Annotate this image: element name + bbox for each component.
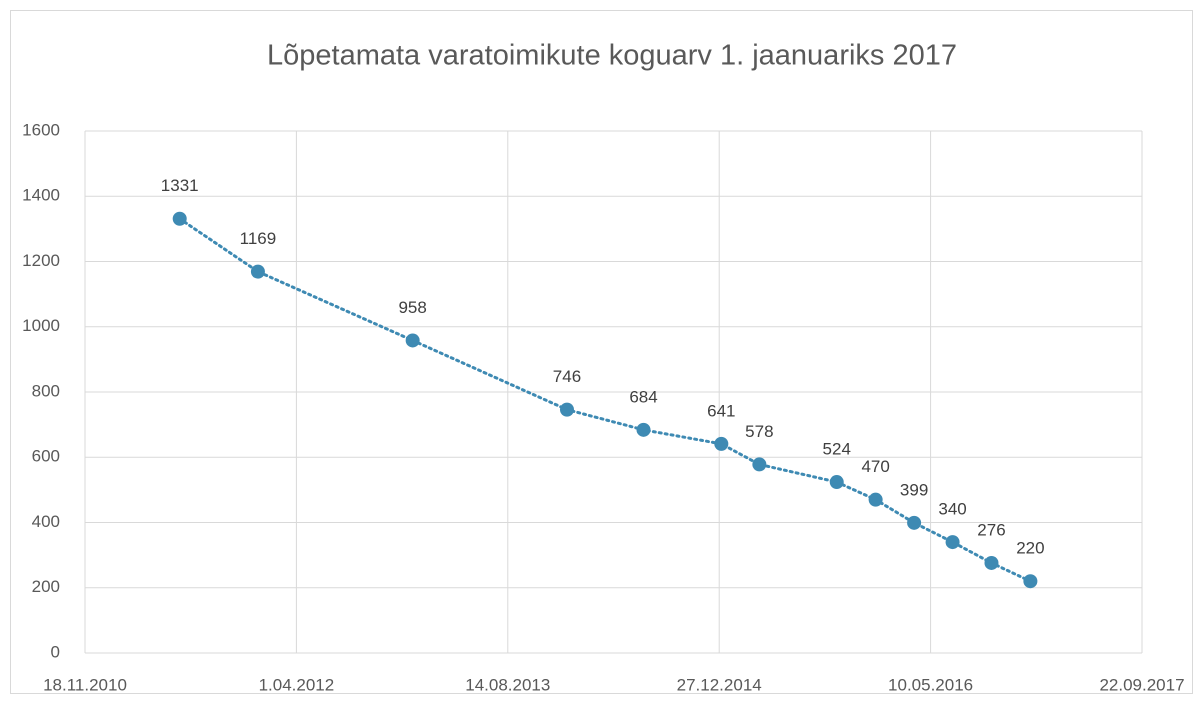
x-tick-label: 10.05.2016 bbox=[888, 675, 973, 694]
x-tick-label: 22.09.2017 bbox=[1099, 675, 1184, 694]
data-label: 470 bbox=[861, 457, 889, 476]
y-tick-label: 1400 bbox=[22, 186, 60, 205]
point bbox=[907, 515, 922, 530]
point bbox=[868, 492, 883, 507]
data-label: 524 bbox=[823, 440, 851, 459]
point bbox=[984, 555, 999, 570]
chart-title: Lõpetamata varatoimikute koguarv 1. jaan… bbox=[267, 40, 957, 72]
chart-border bbox=[10, 10, 1193, 694]
point bbox=[752, 457, 767, 472]
point bbox=[172, 211, 187, 226]
x-tick-label: 14.08.2013 bbox=[465, 675, 550, 694]
x-tick-label: 1.04.2012 bbox=[259, 675, 335, 694]
point bbox=[1023, 574, 1038, 589]
data-label: 220 bbox=[1016, 539, 1044, 558]
point bbox=[714, 436, 729, 451]
y-tick-label: 600 bbox=[32, 447, 60, 466]
y-tick-label: 1600 bbox=[22, 120, 60, 139]
point bbox=[636, 422, 651, 437]
y-tick-label: 400 bbox=[32, 512, 60, 531]
data-label: 276 bbox=[977, 520, 1005, 539]
point bbox=[250, 264, 265, 279]
point bbox=[945, 535, 960, 550]
y-tick-label: 1200 bbox=[22, 251, 60, 270]
point bbox=[559, 402, 574, 417]
y-tick-label: 800 bbox=[32, 381, 60, 400]
data-label: 746 bbox=[553, 367, 581, 386]
data-label: 684 bbox=[629, 387, 657, 406]
point bbox=[829, 475, 844, 490]
data-label: 1169 bbox=[240, 229, 277, 248]
data-label: 958 bbox=[398, 298, 426, 317]
y-tick-label: 200 bbox=[32, 577, 60, 596]
x-tick-label: 18.11.2010 bbox=[43, 675, 127, 694]
data-label: 1331 bbox=[161, 176, 199, 195]
y-tick-label: 0 bbox=[51, 642, 60, 661]
point bbox=[405, 333, 420, 348]
data-label: 340 bbox=[938, 500, 966, 519]
x-tick-label: 27.12.2014 bbox=[677, 675, 762, 694]
data-label: 578 bbox=[745, 422, 773, 441]
data-label: 641 bbox=[707, 401, 735, 420]
y-tick-label: 1000 bbox=[22, 316, 60, 335]
data-label: 399 bbox=[900, 480, 928, 499]
